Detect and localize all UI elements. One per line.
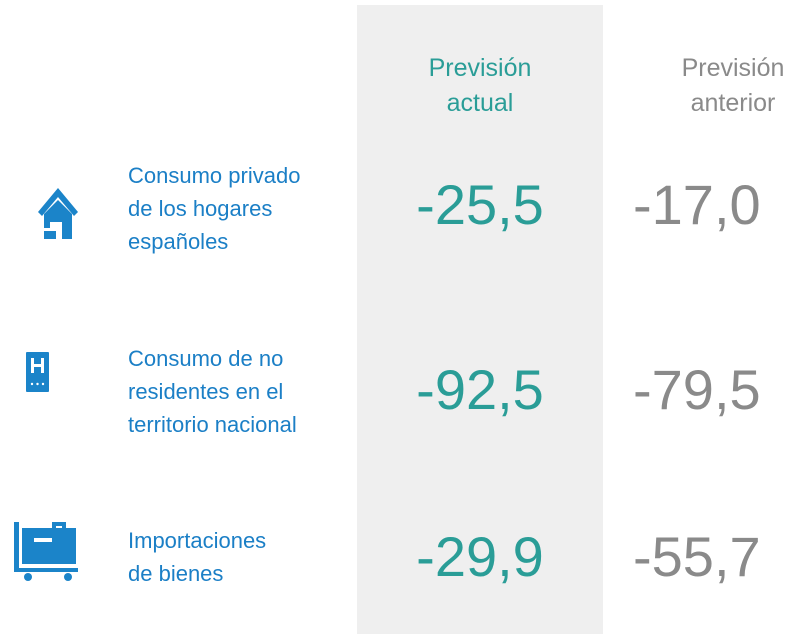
house-icon [38, 188, 78, 239]
luggage-icon [14, 522, 78, 581]
previous-value: -17,0 [633, 173, 761, 236]
current-value: -92,5 [416, 358, 544, 421]
row-label: de bienes [128, 561, 223, 586]
current-value: -29,9 [416, 525, 544, 588]
current-value: -25,5 [416, 173, 544, 236]
row-label: de los hogares [128, 196, 272, 221]
previous-value: -79,5 [633, 358, 761, 421]
header-current: Previsión [429, 54, 532, 82]
header-previous: anterior [691, 89, 776, 117]
row-label: residentes en el [128, 379, 283, 404]
previous-value: -55,7 [633, 525, 761, 588]
row-label: Consumo de no [128, 346, 283, 371]
row-label: Importaciones [128, 528, 266, 553]
row-label: españoles [128, 229, 228, 254]
header-current: actual [447, 89, 514, 117]
hotel-icon [26, 352, 49, 392]
row-label: Consumo privado [128, 163, 300, 188]
highlight-column [357, 5, 603, 634]
header-previous: Previsión [682, 54, 785, 82]
row-label: territorio nacional [128, 412, 297, 437]
